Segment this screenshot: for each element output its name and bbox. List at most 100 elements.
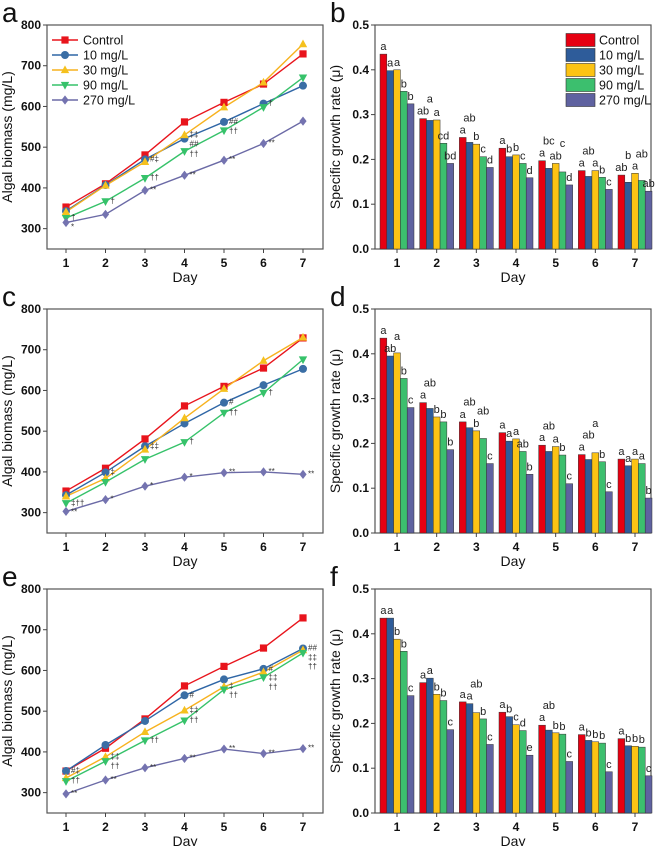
bar [638, 746, 646, 814]
triangle-up-marker [298, 39, 308, 48]
bar [538, 724, 546, 814]
significance-mark: ** [190, 170, 196, 179]
x-tick-label: 3 [473, 540, 480, 554]
square-marker [220, 662, 228, 670]
triangle-down-marker [101, 478, 110, 487]
x-tick-label: 2 [433, 256, 440, 270]
significance-letter: a [632, 446, 639, 458]
significance-mark: ‡ [229, 682, 233, 691]
significance-letter: a [592, 418, 599, 430]
significance-letter: a [539, 712, 546, 724]
significance-letter: a [592, 158, 599, 170]
square-marker [62, 203, 70, 211]
bar [505, 716, 513, 814]
significance-letter: a [539, 148, 546, 160]
significance-letter: a [387, 58, 394, 70]
x-tick-label: 7 [632, 256, 639, 270]
y-tick-label: 800 [21, 18, 41, 32]
significance-mark: ** [269, 467, 275, 476]
bar [400, 378, 408, 534]
significance-letter: ab [636, 148, 648, 160]
significance-letter: b [599, 449, 605, 461]
significance-letter: a [427, 665, 434, 677]
y-tick-label: 500 [21, 424, 41, 438]
significance-letter: c [487, 731, 493, 743]
x-tick-label: 4 [181, 540, 188, 554]
significance-mark: †† [150, 173, 159, 182]
significance-mark: ** [229, 468, 235, 477]
bar [419, 682, 427, 814]
y-tick-label: 0.1 [352, 761, 369, 775]
bar [605, 491, 613, 534]
significance-mark: †† [190, 716, 199, 725]
significance-letter: c [567, 471, 573, 483]
bar [379, 337, 388, 534]
triangle-down-marker [298, 356, 308, 365]
circle-marker [299, 81, 307, 90]
bar [578, 454, 586, 534]
significance-mark: ‡‡ [150, 441, 159, 450]
circle-marker [299, 364, 307, 373]
significance-mark: ** [111, 775, 117, 784]
significance-mark: ‡‡ [190, 130, 199, 139]
significance-letter: a [499, 420, 506, 432]
x-axis-label: Day [173, 553, 198, 569]
x-tick-label: 4 [513, 820, 520, 834]
y-tick-label: 300 [21, 786, 41, 800]
square-marker [62, 487, 70, 495]
bar [498, 147, 507, 250]
panel-letter: b [330, 0, 346, 28]
bar [433, 694, 441, 814]
bar [552, 446, 560, 534]
diamond-marker [101, 209, 110, 219]
significance-letter: c [606, 176, 612, 188]
diamond-marker [220, 468, 228, 478]
significance-letter: d [487, 154, 493, 166]
significance-letter: b [599, 730, 605, 742]
significance-letter: b [434, 404, 440, 416]
bar [631, 173, 639, 250]
chart-panel-e: e 300 400 500 600 700 800 1 2 3 4 5 6 7 Day Algal bioma… [0, 561, 324, 846]
x-tick-label: 3 [142, 820, 149, 834]
bar [605, 771, 613, 814]
bar [426, 677, 434, 814]
diamond-marker [180, 753, 189, 764]
significance-letter: bd [444, 150, 456, 162]
x-axis-label: Day [501, 553, 526, 569]
bar [631, 745, 639, 814]
y-axis-label: Algal biomass (mg/L) [0, 355, 15, 487]
significance-letter: c [560, 138, 566, 150]
bar [617, 738, 626, 814]
y-tick-label: 500 [21, 704, 41, 718]
significance-mark: †† [269, 682, 278, 691]
circle-marker [220, 398, 228, 407]
bar [631, 458, 639, 534]
y-tick-label: 0.1 [352, 197, 369, 211]
significance-letter: b [401, 638, 407, 650]
y-tick-label: 300 [21, 222, 41, 236]
significance-letter: b [553, 720, 559, 732]
significance-mark: ** [150, 763, 156, 772]
circle-marker [180, 691, 189, 700]
significance-letter: ab [470, 679, 482, 691]
significance-letter: b [408, 91, 414, 103]
triangle-up-marker [60, 65, 70, 74]
significance-letter: b [646, 485, 652, 497]
bar [598, 742, 606, 814]
bar [552, 732, 560, 814]
legend-label: 270 mg/L [599, 94, 651, 108]
x-axis-label: Day [173, 833, 198, 846]
significance-mark: ## [229, 117, 238, 126]
y-tick-label: 0.3 [352, 108, 369, 122]
bar [538, 160, 546, 250]
y-tick-label: 0.2 [352, 436, 369, 450]
legend-swatch [565, 48, 596, 62]
triangle-down-marker [60, 81, 70, 90]
y-tick-label: 400 [21, 465, 41, 479]
bar [505, 156, 513, 250]
bar [552, 163, 560, 250]
diamond-marker [299, 116, 307, 126]
y-tick-label: 0.1 [352, 481, 369, 495]
significance-letter: d [566, 172, 572, 184]
significance-letter: cd [438, 130, 450, 142]
